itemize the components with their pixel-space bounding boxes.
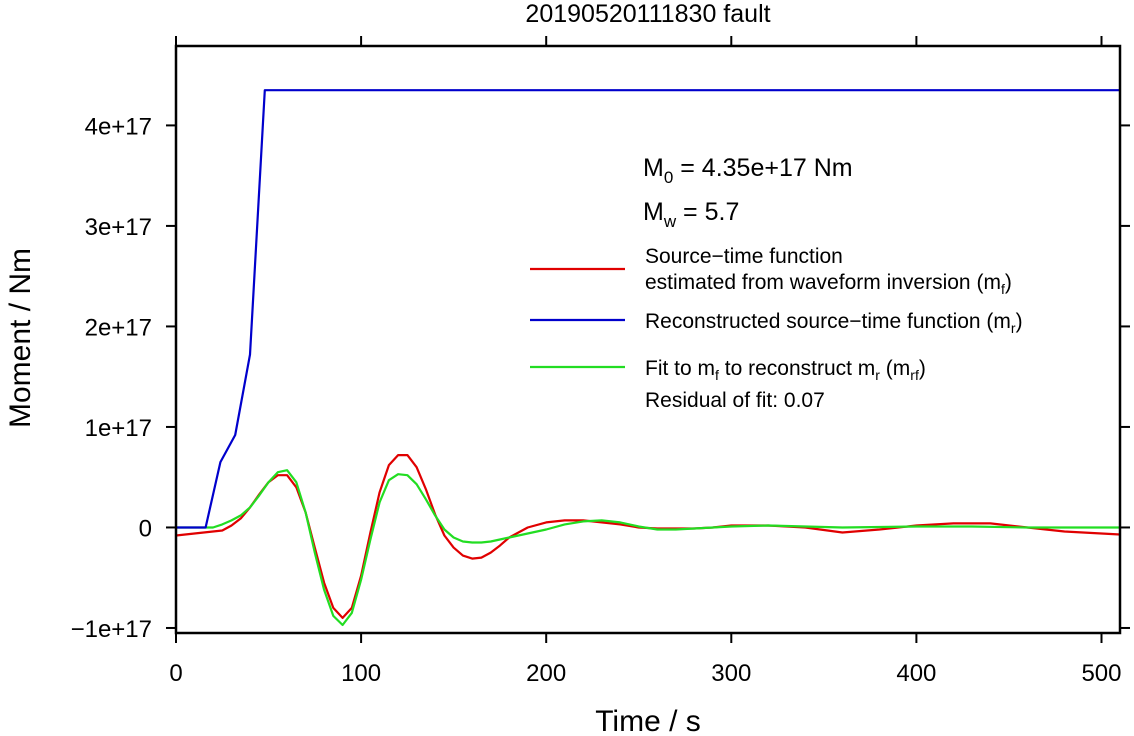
x-tick-label: 300: [711, 660, 751, 687]
x-tick-label: 500: [1081, 660, 1121, 687]
y-tick-label: 2e+17: [85, 314, 152, 341]
legend-entry-source-time-function: Source−time function estimated from wavef…: [530, 245, 1012, 297]
y-tick-label: 4e+17: [85, 113, 152, 140]
residual-text: Residual of fit: 0.07: [645, 389, 825, 412]
legend-label: Fit to mf to reconstruct mr (mrf): [645, 357, 926, 383]
x-axis-label: Time / s: [595, 705, 701, 736]
series-line-source-time-function: [175, 454, 1121, 620]
x-tick-label: 0: [169, 660, 182, 687]
y-tick-label: 1e+17: [85, 415, 152, 442]
legend-label: estimated from waveform inversion (mf): [645, 271, 1012, 297]
annotations: M0 = 4.35e+17 Nm Mw = 5.7 Residual of fit:…: [643, 154, 853, 412]
x-tick-label: 200: [526, 660, 566, 687]
plot-frame: [174, 44, 1122, 635]
chart-title: 20190520111830 fault: [525, 0, 770, 28]
y-tick-label: 0: [139, 515, 152, 542]
y-tick-label: 3e+17: [85, 214, 152, 241]
legend-entry-reconstructed: Reconstructed source−time function (mr): [530, 310, 1023, 336]
series-line-fit: [176, 469, 1120, 627]
x-tick-label: 400: [896, 660, 936, 687]
x-tick-label: 100: [341, 660, 381, 687]
legend-label: Reconstructed source−time function (mr): [645, 310, 1023, 336]
seismic-moment-text: M0 = 4.35e+17 Nm: [643, 154, 853, 187]
y-axis-label: Moment / Nm: [4, 248, 37, 428]
axis-ticks: 0 100 200 300 400 500 −1e+17 0 1e+17 2e+17 3e+17 4e…: [71, 36, 1130, 687]
series-line-reconstructed: [176, 89, 1120, 529]
legend-label: Source−time function: [645, 245, 843, 268]
legend-entry-fit: Fit to mf to reconstruct mr (mrf): [530, 357, 926, 383]
legend: Source−time function estimated from wavef…: [530, 245, 1023, 383]
moment-magnitude-text: Mw = 5.7: [643, 198, 739, 231]
plot-area: [175, 89, 1121, 627]
y-tick-label: −1e+17: [71, 616, 152, 643]
